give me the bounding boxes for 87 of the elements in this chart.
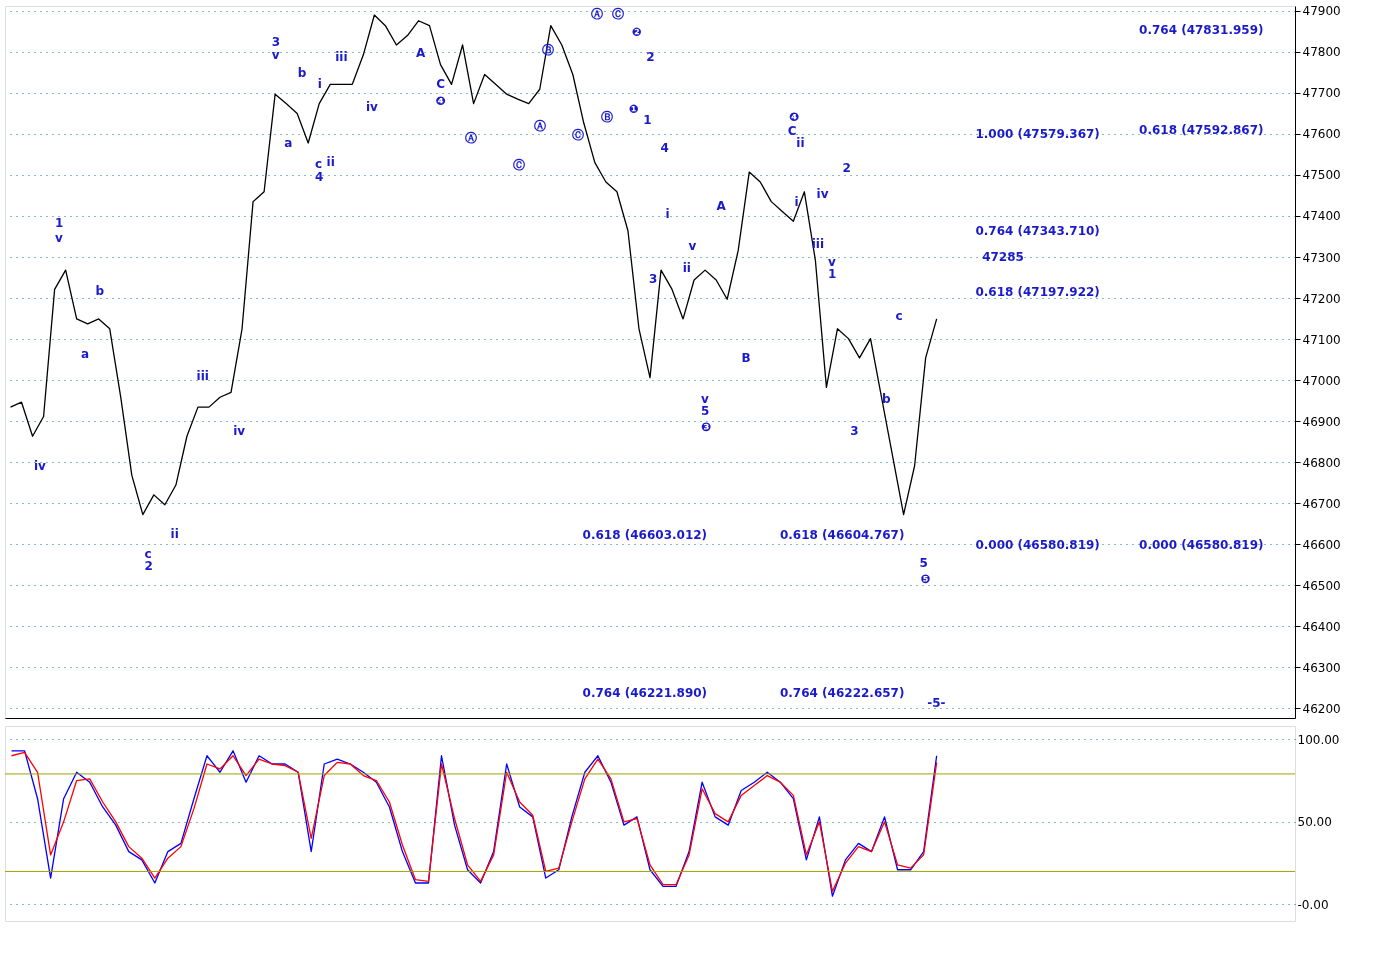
y-tick-label: 46200 <box>1302 701 1341 716</box>
annotation: ❹ <box>435 93 446 108</box>
annotation: i <box>665 207 670 222</box>
annotation: Ⓐ <box>533 119 546 134</box>
y-tick-label: 47800 <box>1302 45 1341 60</box>
y-tick-label: 47400 <box>1302 209 1341 224</box>
annotation: 4 <box>660 140 669 155</box>
annotation: B <box>741 351 751 366</box>
annotation: i <box>317 77 322 92</box>
y-tick-label: 46400 <box>1302 619 1341 634</box>
annotation: 3 <box>850 424 859 439</box>
annotation: iii <box>335 49 348 64</box>
annotation: 0.764 (47831.959) <box>1139 23 1264 38</box>
annotation: c <box>314 157 323 172</box>
y-tick-label: 47900 <box>1302 4 1341 19</box>
annotation: Ⓐ <box>591 6 604 21</box>
annotation: ❸ <box>701 419 712 434</box>
annotation: A <box>416 45 427 60</box>
annotation: v <box>55 230 64 245</box>
annotation: 0.764 (46222.657) <box>779 685 905 700</box>
annotation: ❷ <box>631 25 642 40</box>
annotation: i <box>794 194 799 209</box>
annotation: ❶ <box>628 101 639 116</box>
annotation: 2 <box>144 559 153 574</box>
y-tick-label: 47200 <box>1302 291 1341 306</box>
y-tick-label: 46500 <box>1302 578 1341 593</box>
y-tick-label: 47600 <box>1302 127 1341 142</box>
annotation: -5- <box>927 696 946 711</box>
annotation: 0.000 (46580.819) <box>1139 537 1264 552</box>
y-tick-label: 47300 <box>1302 250 1341 265</box>
annotation: ii <box>170 527 179 542</box>
annotation: 0.764 (47343.710) <box>975 223 1100 238</box>
annotation: 0.764 (46221.890) <box>582 685 708 700</box>
annotation: Ⓐ <box>465 131 478 146</box>
annotation: c <box>895 309 903 324</box>
annotation: iii <box>196 368 209 383</box>
y-tick-label: 47100 <box>1302 332 1341 347</box>
annotation: v <box>271 47 280 62</box>
annotation: 3 <box>649 271 658 286</box>
annotation: 5 <box>919 556 928 571</box>
annotation: iv <box>33 458 46 473</box>
annotation: Ⓒ <box>612 6 625 21</box>
y-tick-label: 100.00 <box>1297 732 1340 747</box>
annotation: iv <box>816 186 829 201</box>
annotation: a <box>81 347 90 362</box>
annotation: iv <box>366 99 379 114</box>
annotation: 4 <box>314 170 324 185</box>
annotation: 0.618 (46604.767) <box>779 528 905 543</box>
annotation: 1.000 (47579.367) <box>975 127 1100 142</box>
annotation: A <box>716 199 727 214</box>
annotation: b <box>95 283 105 298</box>
annotation: 0.618 (47592.867) <box>1139 123 1264 138</box>
annotation: 0.618 (47197.922) <box>975 284 1100 299</box>
annotation: C <box>436 77 446 92</box>
annotation: Ⓑ <box>600 110 613 125</box>
annotation: Ⓒ <box>572 128 585 143</box>
annotation: ii <box>682 261 691 276</box>
annotation: Ⓒ <box>513 158 526 173</box>
annotation: b <box>882 392 892 407</box>
annotation: v <box>688 238 697 253</box>
y-tick-label: 46900 <box>1302 414 1341 429</box>
y-tick-label: 50.00 <box>1297 815 1332 830</box>
annotation: ii <box>796 135 805 150</box>
y-tick-label: -0.00 <box>1297 897 1329 912</box>
annotation: ii <box>326 155 335 170</box>
annotation: ❺ <box>920 572 931 587</box>
y-tick-label: 47000 <box>1302 373 1341 388</box>
y-tick-label: 46800 <box>1302 455 1341 470</box>
annotation: 1 <box>643 113 652 128</box>
y-tick-label: 47700 <box>1302 86 1341 101</box>
annotation: 2 <box>646 49 655 64</box>
y-tick-label: 47500 <box>1302 168 1341 183</box>
annotation: a <box>284 135 293 150</box>
annotation: C <box>787 124 797 139</box>
y-tick-label: 46600 <box>1302 537 1341 552</box>
annotation: 2 <box>842 161 851 176</box>
annotation: 0.618 (46603.012) <box>582 528 708 543</box>
annotation: 1 <box>55 216 64 231</box>
annotation: c <box>144 546 152 561</box>
annotation: 3 <box>271 35 281 50</box>
annotation: b <box>297 65 307 80</box>
y-tick-label: 46300 <box>1302 660 1341 675</box>
annotation: iv <box>233 424 246 439</box>
annotation: 47285 <box>982 250 1024 265</box>
annotation: ❹ <box>788 110 799 125</box>
y-tick-label: 46700 <box>1302 496 1341 511</box>
annotation: 0.000 (46580.819) <box>975 537 1100 552</box>
